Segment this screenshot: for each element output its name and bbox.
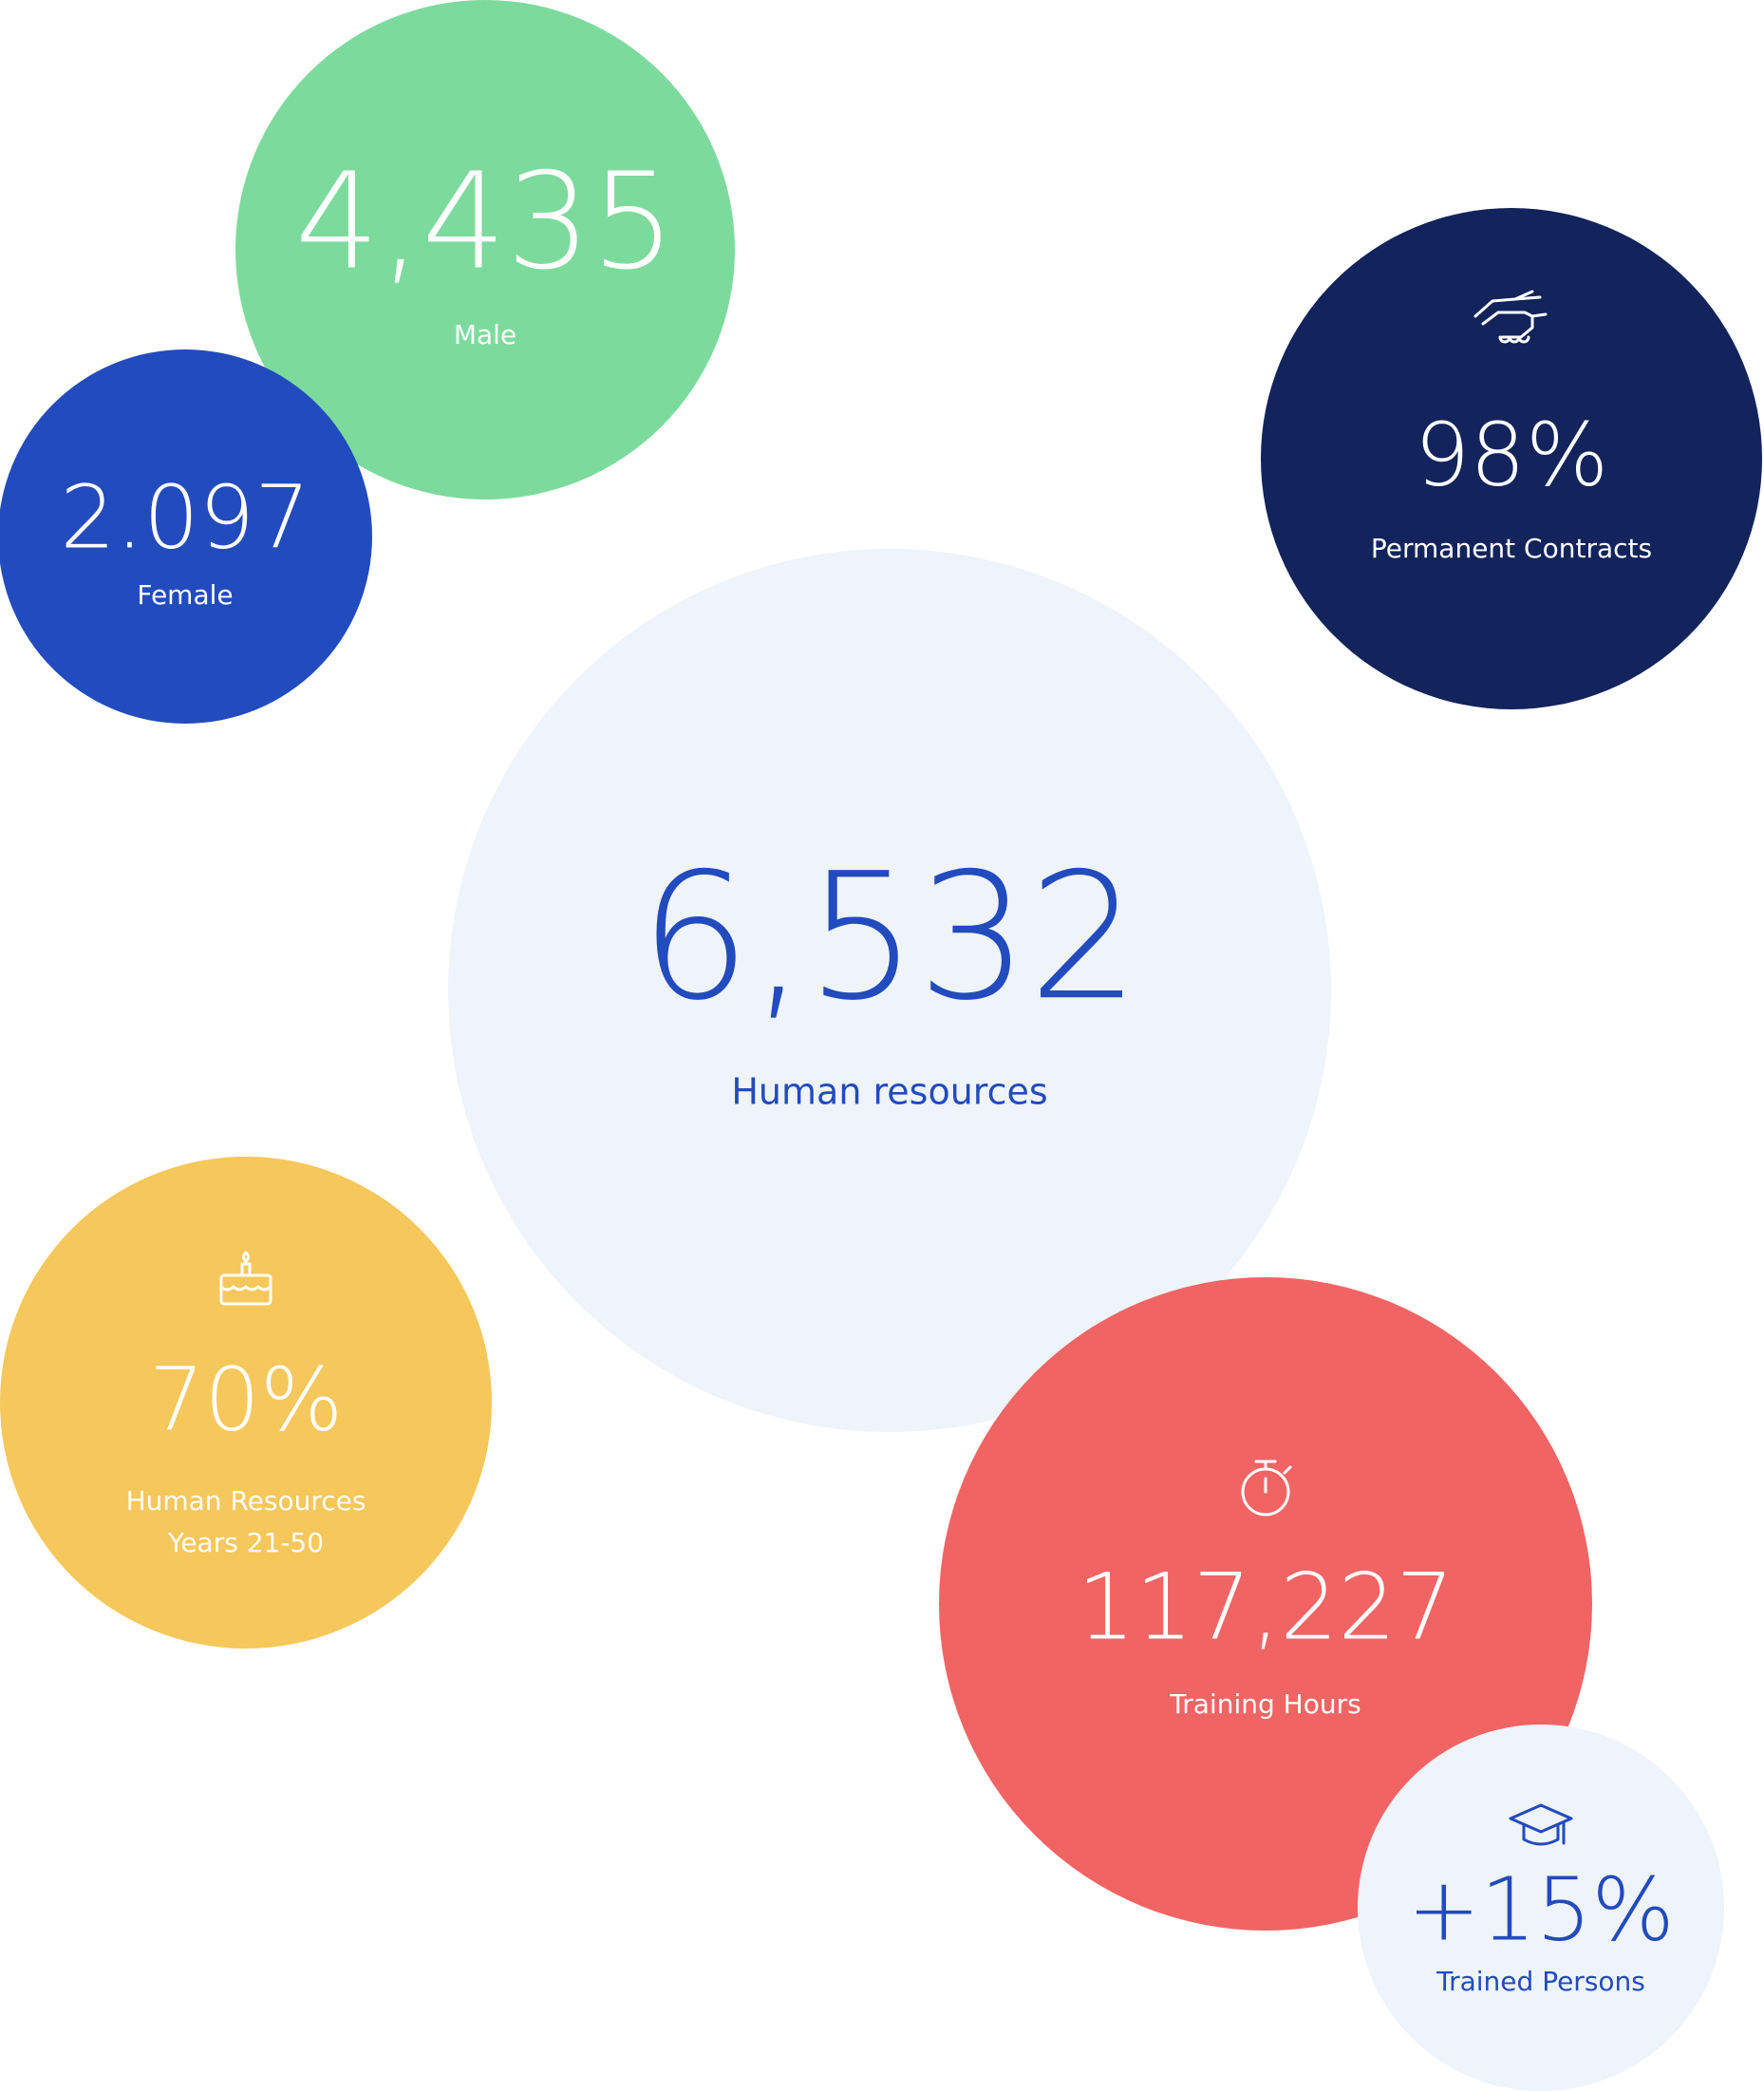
handshake-icon bbox=[1473, 290, 1548, 344]
bubble bbox=[448, 549, 1331, 1432]
bubble-value: 70% bbox=[149, 1349, 343, 1451]
bubble-label: Female bbox=[137, 579, 233, 611]
bubble-value: 117,227 bbox=[1078, 1554, 1454, 1660]
bubble-label: Trained Persons bbox=[1436, 1966, 1645, 1997]
bubble-label: Human resources bbox=[731, 1071, 1047, 1113]
bubble-label: Human Resources bbox=[126, 1485, 366, 1517]
bubble-label: Years 21-50 bbox=[167, 1527, 324, 1558]
bubble bbox=[0, 1157, 492, 1649]
bubble bbox=[1358, 1724, 1724, 2091]
bubble-value: 6,532 bbox=[640, 836, 1140, 1039]
bubble-label: Training Hours bbox=[1169, 1688, 1361, 1720]
bubble-label: Male bbox=[454, 319, 516, 350]
bubble bbox=[0, 349, 372, 724]
bubble-value: 98% bbox=[1415, 405, 1608, 506]
bubble bbox=[1261, 208, 1762, 709]
graduation-cap-icon bbox=[1509, 1803, 1573, 1846]
bubble-value: 2.097 bbox=[60, 467, 310, 569]
bubble bbox=[235, 0, 735, 499]
bubble-label: Permanent Contracts bbox=[1371, 533, 1652, 564]
bubble-value: +15% bbox=[1407, 1859, 1675, 1961]
stopwatch-icon bbox=[1241, 1460, 1292, 1517]
bubble-value: 4,435 bbox=[295, 145, 676, 300]
cake-icon bbox=[219, 1251, 272, 1306]
